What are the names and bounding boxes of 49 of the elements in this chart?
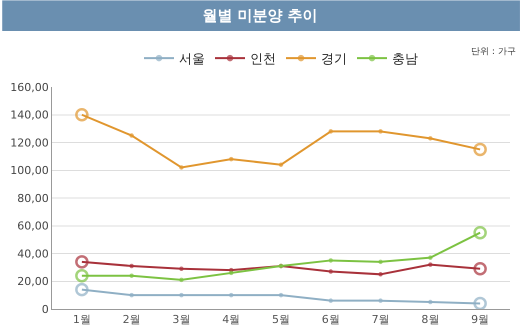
point bbox=[328, 129, 334, 134]
x-tick-label: 8월 bbox=[421, 313, 440, 326]
y-tick-label: 20,00 bbox=[17, 275, 49, 288]
y-tick-label: 80,00 bbox=[17, 192, 49, 205]
point bbox=[328, 298, 334, 303]
x-tick-label: 5월 bbox=[272, 313, 290, 326]
x-tick-label: 2월 bbox=[122, 313, 141, 326]
y-tick-label: 0 bbox=[42, 302, 49, 316]
legend-label: 경기 bbox=[321, 52, 347, 68]
point bbox=[278, 292, 284, 298]
point bbox=[328, 269, 334, 274]
legend-label: 충남 bbox=[392, 52, 418, 68]
point bbox=[378, 272, 383, 277]
x-tick-label: 3월 bbox=[172, 313, 190, 326]
point bbox=[428, 255, 433, 260]
point bbox=[179, 266, 184, 272]
point bbox=[378, 298, 383, 303]
point bbox=[179, 165, 184, 170]
legend-label: 서울 bbox=[179, 52, 205, 68]
point bbox=[378, 260, 383, 264]
point bbox=[129, 133, 134, 138]
point bbox=[179, 278, 184, 282]
y-tick-label: 60,00 bbox=[17, 220, 49, 233]
x-tick-label: 9월 bbox=[471, 313, 490, 326]
point bbox=[228, 292, 234, 298]
point bbox=[228, 270, 234, 276]
y-tick-label: 100,00 bbox=[10, 164, 49, 178]
text: 단위 : 가구 bbox=[471, 47, 516, 57]
point bbox=[428, 262, 433, 267]
chart-title: 월별 미분양 추이 bbox=[202, 6, 318, 24]
point bbox=[428, 136, 433, 141]
legend-label: 인천 bbox=[250, 52, 276, 68]
point bbox=[278, 162, 284, 167]
point bbox=[129, 264, 134, 268]
point bbox=[328, 258, 334, 263]
point bbox=[179, 292, 184, 298]
y-tick-label: 160,00 bbox=[10, 80, 49, 94]
point bbox=[129, 292, 134, 298]
y-tick-label: 40,00 bbox=[17, 247, 49, 260]
x-tick-label: 4월 bbox=[222, 313, 240, 326]
x-tick-label: 7월 bbox=[372, 313, 390, 326]
x-tick-label: 6월 bbox=[322, 313, 340, 326]
point bbox=[228, 156, 234, 162]
point bbox=[129, 273, 134, 278]
y-tick-label: 140,00 bbox=[10, 108, 49, 122]
point bbox=[378, 129, 383, 134]
x-tick-label: 1월 bbox=[72, 313, 91, 326]
point bbox=[428, 300, 433, 304]
y-tick-label: 120,00 bbox=[10, 136, 49, 150]
